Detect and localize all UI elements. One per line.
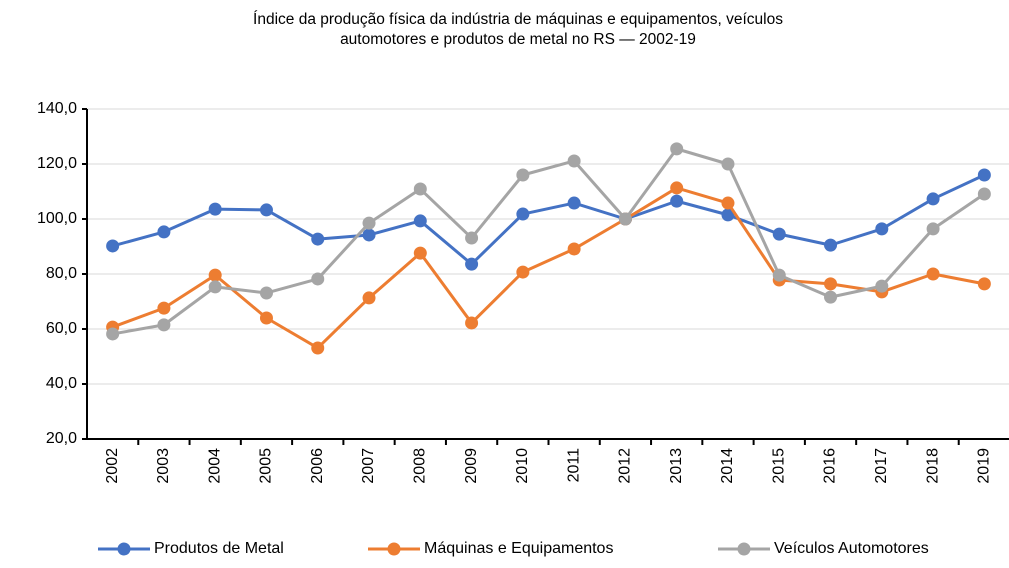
line <box>112 173 985 266</box>
marker <box>413 246 427 260</box>
x-tick-label: 2016 <box>822 448 839 484</box>
legend-marker <box>737 542 751 556</box>
marker <box>157 301 171 315</box>
marker <box>567 196 581 210</box>
marker <box>824 277 838 291</box>
marker <box>157 225 171 239</box>
marker <box>618 212 632 226</box>
x-tick-label: 2014 <box>719 448 736 484</box>
x-tick-label: 2002 <box>104 448 121 484</box>
x-tick-label: 2011 <box>565 448 582 483</box>
x-tick-label: 2008 <box>412 448 429 484</box>
marker <box>772 268 786 282</box>
x-tick-label: 2012 <box>617 448 634 484</box>
marker <box>567 242 581 256</box>
marker <box>977 168 991 182</box>
marker <box>259 203 273 217</box>
y-tick-label: 140,0 <box>37 100 77 117</box>
marker <box>362 291 376 305</box>
marker <box>465 257 479 271</box>
line <box>112 147 986 336</box>
x-tick-label: 2006 <box>309 448 326 484</box>
y-tick-label: 60,0 <box>46 320 77 337</box>
marker <box>362 228 376 242</box>
marker <box>106 327 120 341</box>
legend-marker <box>117 542 131 556</box>
x-tick-label: 2013 <box>668 448 685 484</box>
y-tick-label: 20,0 <box>46 430 77 447</box>
marker <box>311 232 325 246</box>
marker <box>413 182 427 196</box>
legend-label: Máquinas e Equipamentos <box>424 540 613 557</box>
marker <box>875 222 889 236</box>
marker <box>516 265 530 279</box>
marker <box>824 290 838 304</box>
marker <box>670 181 684 195</box>
x-tick-label: 2005 <box>258 448 275 484</box>
marker <box>977 187 991 201</box>
marker <box>465 231 479 245</box>
marker <box>721 157 735 171</box>
x-tick-label: 2010 <box>514 448 531 484</box>
x-tick-label: 2004 <box>206 448 223 484</box>
marker <box>824 238 838 252</box>
chart-title: automotores e produtos de metal no RS — … <box>340 31 696 48</box>
legend-label: Produtos de Metal <box>154 540 284 557</box>
marker <box>567 154 581 168</box>
marker <box>259 286 273 300</box>
x-tick-label: 2009 <box>463 448 480 484</box>
marker <box>259 311 273 325</box>
y-tick-label: 100,0 <box>37 210 77 227</box>
marker <box>670 142 684 156</box>
marker <box>670 194 684 208</box>
y-tick-label: 80,0 <box>46 265 77 282</box>
marker <box>926 222 940 236</box>
x-tick-label: 2003 <box>155 448 172 484</box>
marker <box>311 272 325 286</box>
chart-title: Índice da produção física da indústria d… <box>253 11 783 28</box>
marker <box>157 318 171 332</box>
marker <box>926 192 940 206</box>
y-tick-label: 120,0 <box>37 155 77 172</box>
legend-label: Veículos Automotores <box>774 540 929 557</box>
y-tick-label: 40,0 <box>46 375 77 392</box>
marker <box>721 208 735 222</box>
x-tick-label: 2007 <box>360 448 377 484</box>
marker <box>208 268 222 282</box>
marker <box>208 202 222 216</box>
x-tick-label: 2017 <box>873 448 890 484</box>
marker <box>465 316 479 330</box>
marker <box>106 239 120 253</box>
marker <box>875 279 889 293</box>
marker <box>926 267 940 281</box>
marker <box>208 280 222 294</box>
marker <box>772 227 786 241</box>
legend-marker <box>387 542 401 556</box>
marker <box>516 168 530 182</box>
marker <box>413 214 427 228</box>
marker <box>721 196 735 210</box>
marker <box>362 216 376 230</box>
x-tick-label: 2018 <box>924 448 941 484</box>
x-tick-label: 2015 <box>770 448 787 484</box>
line <box>112 186 985 350</box>
marker <box>516 207 530 221</box>
marker <box>311 341 325 355</box>
x-tick-label: 2019 <box>976 448 993 484</box>
marker <box>977 277 991 291</box>
